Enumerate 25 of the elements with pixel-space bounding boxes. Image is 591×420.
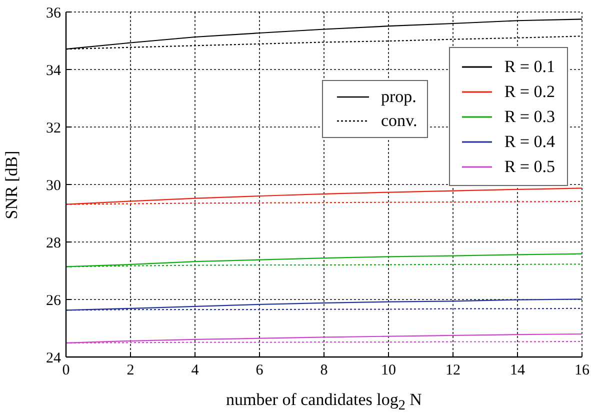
annotation: prop. bbox=[381, 87, 416, 107]
y-tick-label: 24 bbox=[46, 350, 62, 366]
y-tick-label: 28 bbox=[46, 235, 61, 252]
legend-label: R = 0.5 bbox=[504, 156, 555, 176]
x-tick-label: 0 bbox=[62, 362, 70, 379]
legend-label: R = 0.2 bbox=[504, 82, 555, 102]
x-tick-label: 4 bbox=[191, 362, 200, 379]
legend-label: R = 0.3 bbox=[504, 106, 555, 126]
x-tick-label: 10 bbox=[381, 362, 396, 379]
y-tick-label: 26 bbox=[46, 292, 62, 309]
x-tick-label: 16 bbox=[574, 362, 590, 379]
y-tick-label: 30 bbox=[46, 178, 61, 194]
x-tick-label: 6 bbox=[256, 362, 264, 379]
x-tick-label: 14 bbox=[510, 362, 526, 379]
x-tick-label: 12 bbox=[446, 362, 460, 379]
legend-label: R = 0.1 bbox=[504, 56, 555, 76]
legend-label: R = 0.4 bbox=[504, 132, 555, 152]
y-tick-label: 34 bbox=[46, 62, 62, 79]
y-axis-title: SNR [dB] bbox=[2, 150, 22, 222]
x-tick-label: 8 bbox=[320, 362, 328, 379]
annotation: conv. bbox=[381, 111, 418, 131]
x-tick-label: 2 bbox=[126, 362, 134, 379]
y-tick-label: 32 bbox=[46, 120, 61, 136]
y-tick-label: 36 bbox=[46, 5, 62, 22]
x-axis-title: number of candidates log$_{2}$ N bbox=[225, 390, 423, 414]
